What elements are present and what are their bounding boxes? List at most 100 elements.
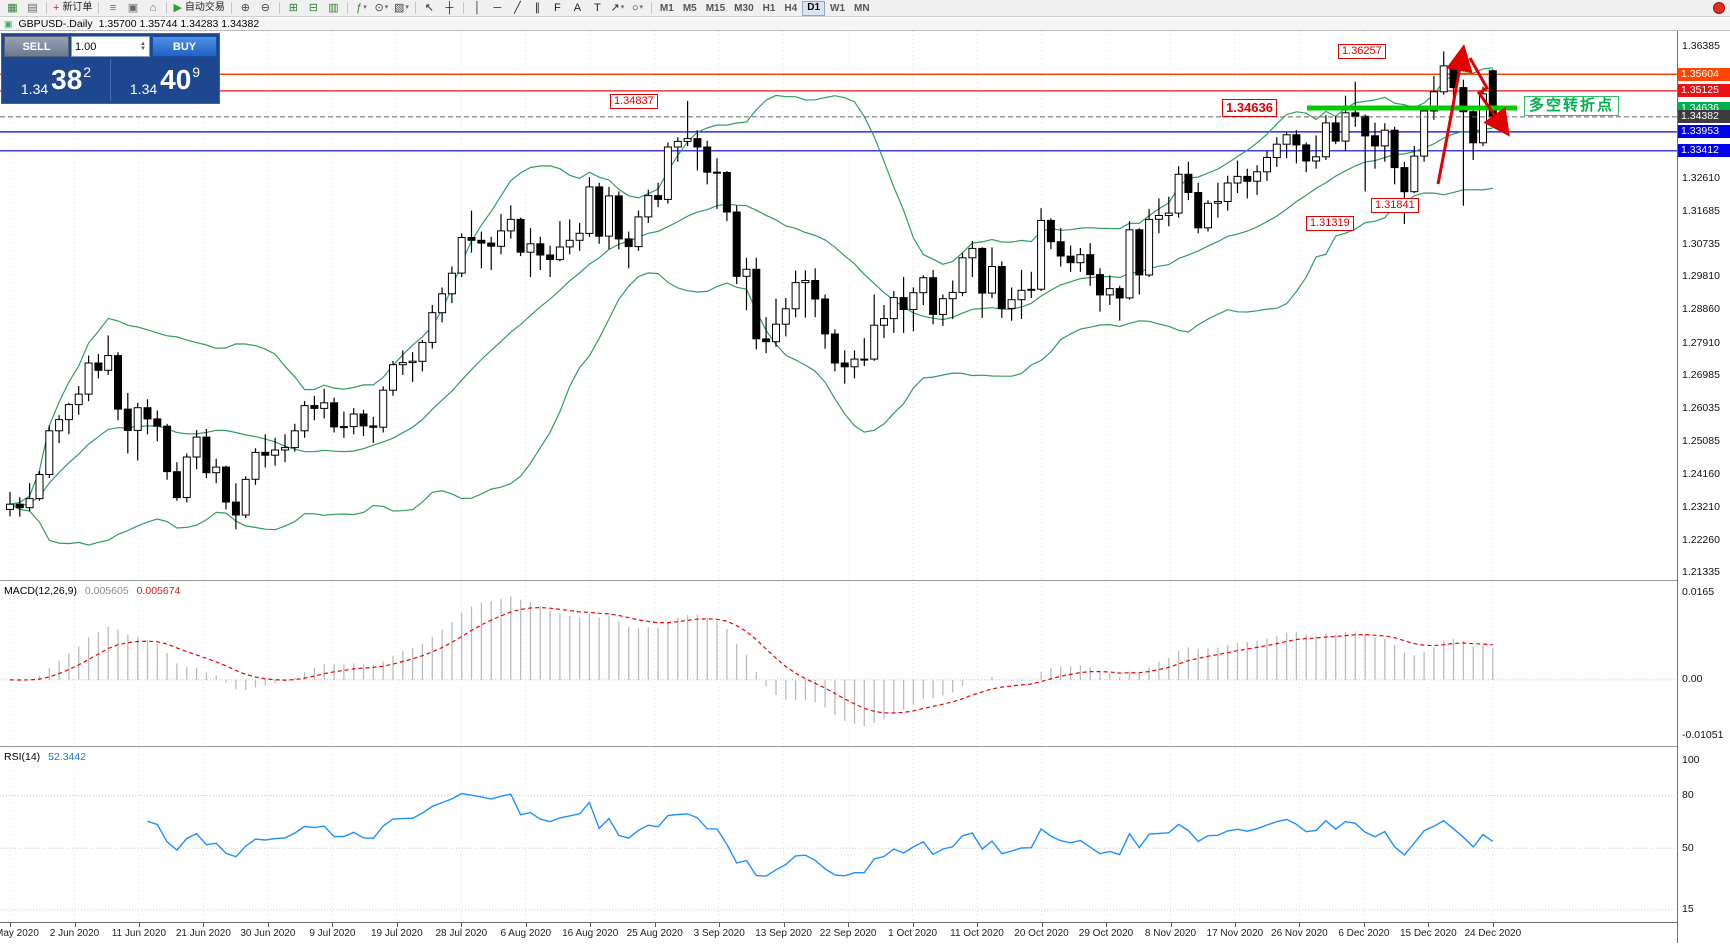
vertical-line-icon[interactable]: │ [468, 1, 487, 15]
price-axis-label: 1.25085 [1682, 435, 1720, 448]
periods-icon-caret: ▾ [384, 4, 389, 11]
text-icon[interactable]: A [568, 1, 587, 15]
price-axis-label: 1.24160 [1682, 467, 1720, 480]
timeframe-button-M30[interactable]: M30 [734, 2, 754, 14]
price-line-badge: 1.33953 [1678, 125, 1730, 139]
timeframe-button-MN[interactable]: MN [854, 2, 870, 14]
horizontal-line-icon[interactable]: ─ [488, 1, 507, 15]
one-click-trade-panel: SELL 1.00 ▲ ▼ BUY 1.34 38 2 1.34 40 9 [1, 33, 220, 104]
date-axis-label: 15 Dec 2020 [1399, 928, 1457, 939]
price-annotation-label[interactable]: 1.34837 [610, 93, 658, 109]
date-tick [1492, 923, 1494, 927]
cursor-icon: ↖ [424, 2, 435, 14]
fibonacci-icon: F [554, 2, 561, 14]
navigator-icon[interactable]: ⌂ [143, 1, 162, 15]
main-toolbar: ▦ ▤ + 新订单 ≡ ▣ ⌂ ▶ 自动交易 ⊕ ⊖ ⊞ ⊟ ▥ ƒ ▾ ⊙ ▾ ▧ ▾ ↖ ┼ │ ─ ╱ ∥ F A T ↗ ▾ ○ ▾ M1… [0, 0, 1730, 17]
rsi-name: RSI(14) [4, 751, 41, 763]
shapes-icon: ○ [631, 2, 639, 14]
toolbar-separator [278, 2, 280, 14]
price-annotation-label[interactable]: 1.36257 [1338, 43, 1386, 59]
timeframe-button-M1[interactable]: M1 [659, 2, 674, 14]
arrange-windows-icon[interactable]: ▥ [324, 1, 343, 15]
shapes-icon[interactable]: ○ ▾ [628, 1, 647, 15]
chart-ohlc-readout: 1.35700 1.35744 1.34283 1.34382 [98, 18, 260, 30]
tile-windows-icon[interactable]: ⊞ [284, 1, 303, 15]
sell-button[interactable]: SELL [4, 36, 69, 57]
price-annotation-label[interactable]: 1.34636 [1222, 99, 1277, 117]
date-tick [1363, 923, 1365, 927]
rsi-axis-label: 15 [1682, 903, 1694, 916]
zoom-out-icon[interactable]: ⊖ [256, 1, 275, 15]
bid-pipette: 2 [83, 64, 92, 80]
periods-icon: ⊙ [374, 2, 384, 14]
price-axis-label: 1.32610 [1682, 172, 1720, 185]
profiles-icon[interactable]: ▤ [23, 1, 42, 15]
price-line-badge: 1.34382 [1678, 110, 1730, 124]
channel-icon[interactable]: ∥ [528, 1, 547, 15]
macd-axis-label: 0.00 [1682, 673, 1703, 686]
turning-point-note[interactable]: 多空转折点 [1524, 96, 1620, 116]
price-annotation-label[interactable]: 1.31841 [1371, 198, 1419, 214]
toolbar-separator [98, 2, 100, 14]
new-order-button[interactable]: + 新订单 [51, 1, 94, 15]
date-axis-label: 6 Aug 2020 [500, 928, 552, 939]
price-axis-label: 1.28860 [1682, 303, 1720, 316]
date-axis-label: 9 Jul 2020 [309, 928, 356, 939]
trendline-icon: ╱ [514, 2, 521, 14]
toolbar-separator [166, 2, 168, 14]
cursor-icon[interactable]: ↖ [420, 1, 439, 15]
arrows-tool-icon[interactable]: ↗ ▾ [608, 1, 627, 15]
templates-icon[interactable]: ▧ ▾ [392, 1, 411, 15]
indicators-icon[interactable]: ƒ ▾ [352, 1, 371, 15]
toolbar-separator [230, 2, 232, 14]
price-annotation-label[interactable]: 1.31319 [1306, 216, 1354, 232]
date-tick [719, 923, 721, 927]
autotrading-button[interactable]: ▶ 自动交易 [171, 1, 226, 15]
date-axis-label: 24 Dec 2020 [1464, 928, 1522, 939]
trendline-icon[interactable]: ╱ [508, 1, 527, 15]
down-arrow[interactable] [1468, 57, 1510, 137]
periods-icon[interactable]: ⊙ ▾ [372, 1, 391, 15]
volume-stepper[interactable]: ▲ ▼ [140, 40, 146, 52]
timeframe-button-M5[interactable]: M5 [682, 2, 697, 14]
timeframe-button-H4[interactable]: H4 [784, 2, 798, 14]
cascade-windows-icon[interactable]: ⊟ [304, 1, 323, 15]
rsi-value: 52.3442 [48, 751, 87, 763]
market-watch-icon: ≡ [109, 2, 117, 14]
timeframe-button-M15[interactable]: M15 [705, 2, 726, 14]
arrows-tool-icon: ↗ [610, 2, 620, 14]
channel-icon: ∥ [534, 2, 541, 14]
macd-axis-label: -0.01051 [1682, 729, 1724, 741]
date-tick [1041, 923, 1043, 927]
volume-input[interactable]: 1.00 ▲ ▼ [71, 36, 150, 57]
up-arrow[interactable] [1436, 44, 1473, 185]
zoom-out-icon: ⊖ [260, 2, 271, 14]
bid-price-display: 1.34 38 2 [2, 59, 111, 101]
price-axis-label: 1.30735 [1682, 237, 1720, 250]
date-axis-label: 17 Nov 2020 [1206, 928, 1264, 939]
date-axis-label: 11 Jun 2020 [111, 928, 167, 939]
price-line-badge: 1.35604 [1678, 67, 1730, 81]
label-icon[interactable]: T [588, 1, 607, 15]
profiles-icon: ▤ [27, 2, 38, 14]
ask-figure: 1.34 [129, 81, 158, 97]
crosshair-icon[interactable]: ┼ [440, 1, 459, 15]
zoom-in-icon[interactable]: ⊕ [236, 1, 255, 15]
timeframe-button-H1[interactable]: H1 [762, 2, 776, 14]
date-axis: 28 May 2020 2 Jun 2020 11 Jun 2020 21 Jun 2… [0, 922, 1677, 944]
buy-button[interactable]: BUY [152, 36, 217, 57]
timeframe-button-D1[interactable]: D1 [802, 0, 826, 16]
news-alert-icon[interactable] [1713, 2, 1725, 14]
new-chart-icon[interactable]: ▦ [3, 1, 22, 15]
ask-price-display: 1.34 40 9 [111, 59, 219, 101]
data-window-icon[interactable]: ▣ [123, 1, 142, 15]
new-order-button-label: 新订单 [62, 2, 93, 13]
toolbar-separator [462, 2, 464, 14]
timeframe-button-W1[interactable]: W1 [830, 2, 846, 14]
market-watch-icon[interactable]: ≡ [103, 1, 122, 15]
autotrading-button: ▶ [173, 2, 182, 14]
fibonacci-icon[interactable]: F [548, 1, 567, 15]
zoom-in-icon: ⊕ [240, 2, 251, 14]
date-tick [461, 923, 463, 927]
